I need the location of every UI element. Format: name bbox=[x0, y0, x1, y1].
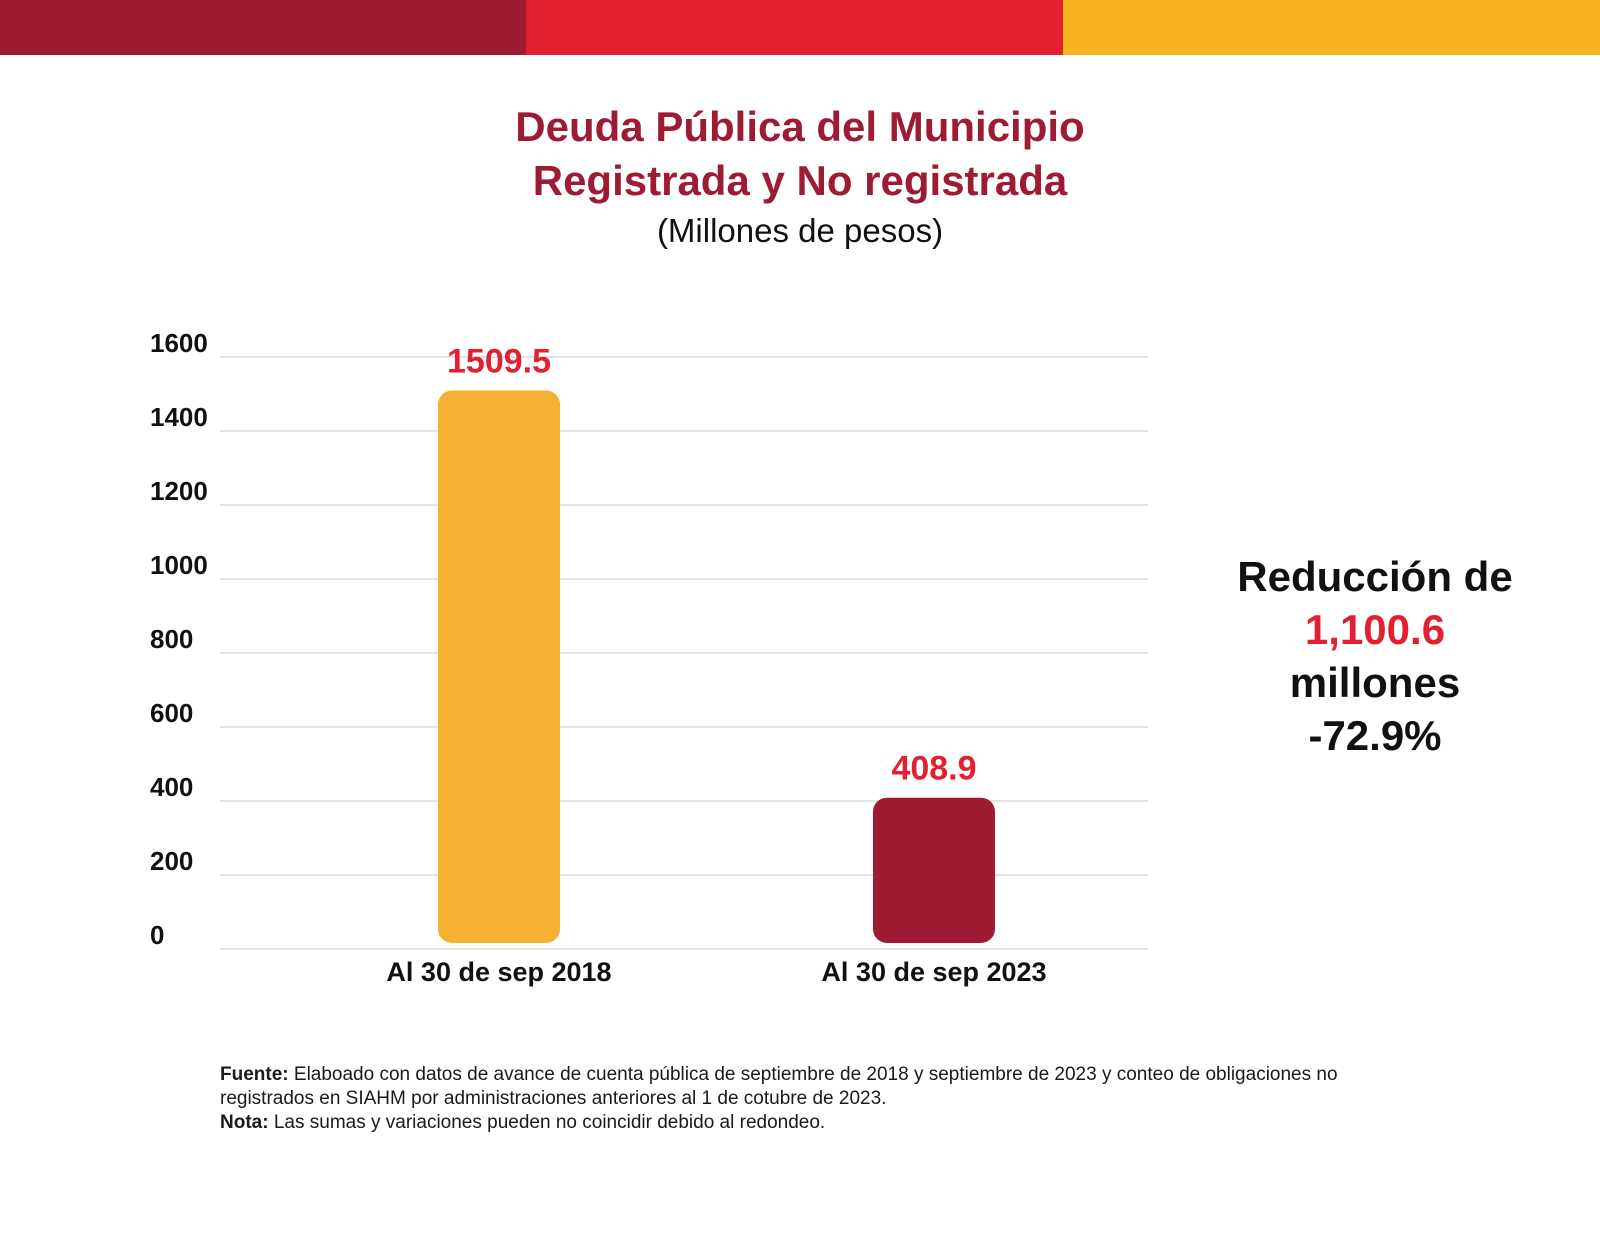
y-tick-label-1000: 1000 bbox=[150, 550, 208, 580]
header-bar-segment-red bbox=[526, 0, 1063, 55]
x-category-label-1: Al 30 de sep 2018 bbox=[386, 957, 611, 987]
footnotes: Fuente: Elaboado con datos de avance de … bbox=[220, 1063, 1400, 1135]
chart-subtitle: (Millones de pesos) bbox=[656, 212, 944, 249]
bar-2 bbox=[873, 797, 995, 943]
note-text: Las sumas y variaciones pueden no coinci… bbox=[273, 1112, 826, 1133]
y-tick-label-1400: 1400 bbox=[150, 402, 208, 432]
reduction-amount: 1,100.6 bbox=[1304, 606, 1446, 653]
reduction-label: Reducción de bbox=[1237, 553, 1513, 600]
y-tick-label-800: 800 bbox=[150, 624, 193, 654]
note-label: Nota: bbox=[220, 1112, 269, 1133]
x-category-label-2: Al 30 de sep 2023 bbox=[821, 957, 1046, 987]
rounding-note: Nota: Las sumas y variaciones pueden no … bbox=[220, 1111, 1400, 1135]
chart-title-line-1: Deuda Pública del Municipio bbox=[515, 103, 1085, 150]
bar-1 bbox=[438, 390, 560, 943]
chart-title-block: Deuda Pública del Municipio Registrada y… bbox=[0, 100, 1600, 252]
y-tick-label-0: 0 bbox=[150, 920, 164, 950]
reduction-unit: millones bbox=[1289, 659, 1461, 706]
y-tick-label-1600: 1600 bbox=[150, 328, 208, 358]
source-text: Elaboado con datos de avance de cuenta p… bbox=[220, 1064, 1338, 1109]
y-tick-label-200: 200 bbox=[150, 846, 193, 876]
source-label: Fuente: bbox=[220, 1064, 289, 1085]
y-tick-label-400: 400 bbox=[150, 772, 193, 802]
y-tick-label-600: 600 bbox=[150, 698, 193, 728]
chart-title-line-2: Registrada y No registrada bbox=[532, 157, 1068, 204]
reduction-summary: Reducción de 1,100.6 millones -72.9% bbox=[1190, 550, 1560, 762]
bar-value-label-2: 408.9 bbox=[891, 750, 976, 788]
header-bar-segment-yellow bbox=[1063, 0, 1600, 55]
source-note: Fuente: Elaboado con datos de avance de … bbox=[220, 1063, 1400, 1111]
y-tick-label-1200: 1200 bbox=[150, 476, 208, 506]
bar-value-label-1: 1509.5 bbox=[447, 342, 551, 380]
reduction-percent: -72.9% bbox=[1308, 712, 1442, 759]
header-color-bar bbox=[0, 0, 1600, 55]
bar-chart: 0 200 400 600 800 1000 1200 1400 1600 1509.5 Al 30… bbox=[150, 328, 1148, 987]
header-bar-segment-maroon bbox=[0, 0, 526, 55]
